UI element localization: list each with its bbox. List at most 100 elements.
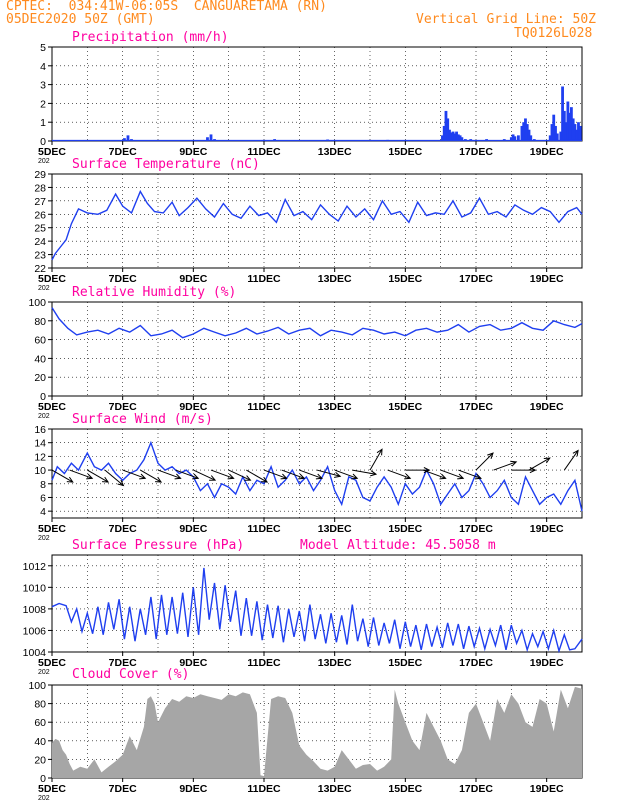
x-tick-label: 13DEC: [318, 523, 352, 535]
y-tick-label: 25: [34, 223, 46, 235]
header-line-1: CPTEC: 034:41W-06:05S CANGUARETAMA (RN): [6, 0, 327, 14]
y-tick-label: 40: [34, 353, 46, 365]
wind-vector: [175, 469, 199, 479]
wind-vector: [458, 469, 482, 479]
y-tick-label: 16: [34, 424, 46, 436]
series-line: [51, 440, 583, 512]
wind-vector-head: [174, 473, 182, 480]
wind-vector: [422, 469, 446, 479]
y-tick-label: 0: [40, 773, 46, 785]
wind-vector-head: [244, 475, 252, 481]
wind-vector-head: [510, 460, 518, 467]
y-tick-label: 10: [34, 465, 46, 477]
wind-vector-head: [280, 473, 288, 480]
wind-vector-head: [102, 476, 110, 483]
y-tick-label: 5: [40, 42, 46, 54]
wind-vector-head: [487, 452, 494, 459]
wind-vector: [51, 469, 74, 483]
wind-vector: [528, 457, 551, 471]
wind-vector-head: [298, 473, 306, 480]
y-tick-label: 1004: [23, 647, 47, 659]
x-tick-label: 7DEC: [109, 657, 137, 669]
x-tick-label: 11DEC: [247, 273, 281, 285]
precip-bar: [517, 135, 520, 141]
y-tick-label: 1010: [23, 582, 47, 594]
wind-vector-head: [474, 473, 482, 480]
y-tick-label: 3: [40, 80, 46, 92]
year-stub-label: 202: [38, 535, 50, 542]
x-tick-label: 15DEC: [388, 657, 422, 669]
model-altitude-note: Model Altitude: 45.5058 m: [300, 538, 496, 553]
precip-bar: [446, 118, 450, 141]
wind-vector: [122, 469, 146, 479]
x-tick-label: 13DEC: [318, 783, 352, 795]
x-tick-label: 19DEC: [530, 523, 564, 535]
precip-bar: [566, 101, 570, 141]
wind-vector: [281, 469, 305, 479]
y-tick-label: 26: [34, 209, 46, 221]
panel-frame: [51, 554, 583, 653]
wind-vector: [246, 469, 268, 483]
wind-vector-head: [155, 476, 163, 483]
wind-vector: [263, 469, 287, 479]
x-tick-label: 7DEC: [109, 523, 137, 535]
wind-vector: [352, 469, 377, 475]
x-tick-label: 9DEC: [179, 273, 207, 285]
x-tick-label: 7DEC: [109, 273, 137, 285]
wind-vector-head: [423, 467, 431, 474]
y-tick-label: 4: [40, 506, 46, 518]
precip-bar: [564, 122, 568, 141]
wind-vector-head: [572, 449, 579, 457]
year-stub-label: 202: [38, 795, 50, 800]
y-tick-label: 20: [34, 754, 46, 766]
precip-bar: [513, 136, 517, 141]
x-tick-label: 15DEC: [388, 273, 422, 285]
precip-bar: [444, 110, 448, 141]
wind-vector-head: [315, 473, 323, 480]
panel-title: Surface Wind (m/s): [72, 412, 213, 427]
wind-vector: [210, 469, 234, 479]
panel-frame: [51, 301, 583, 397]
wind-vector-head: [543, 457, 551, 464]
wind-vector-head: [227, 473, 235, 480]
y-tick-label: 1006: [23, 625, 47, 637]
y-tick-label: 60: [34, 717, 46, 729]
series-line: [51, 189, 583, 261]
x-tick-label: 15DEC: [388, 783, 422, 795]
year-stub-label: 202: [38, 158, 50, 165]
x-tick-label: 17DEC: [459, 146, 493, 158]
wind-vector: [140, 469, 162, 483]
wind-vector-head: [139, 473, 147, 480]
y-tick-label: 1012: [23, 561, 47, 573]
y-tick-label: 6: [40, 492, 46, 504]
y-tick-label: 2: [40, 98, 46, 110]
x-tick-label: 13DEC: [318, 146, 352, 158]
y-tick-label: 14: [34, 438, 46, 450]
precip-bar: [511, 134, 515, 141]
panel-title: Surface Temperature (nC): [72, 157, 260, 172]
x-tick-label: 19DEC: [530, 657, 564, 669]
x-tick-label: 15DEC: [388, 146, 422, 158]
x-tick-label: 5DEC: [38, 783, 66, 795]
y-tick-label: 4: [40, 61, 46, 73]
x-tick-label: 7DEC: [109, 783, 137, 795]
wind-vector-head: [404, 473, 412, 480]
x-tick-label: 9DEC: [179, 523, 207, 535]
wind-vector: [475, 452, 494, 471]
series-line: [51, 307, 583, 339]
header-grid-note: Vertical Grid Line: 50Z: [416, 12, 597, 27]
precip-bar: [568, 112, 572, 141]
precip-bar: [448, 129, 451, 141]
precip-bar: [552, 114, 556, 141]
precip-bar: [554, 125, 557, 141]
x-tick-label: 9DEC: [179, 146, 207, 158]
y-tick-label: 29: [34, 169, 46, 181]
x-tick-label: 5DEC: [38, 401, 66, 413]
y-tick-label: 80: [34, 699, 46, 711]
x-tick-label: 13DEC: [318, 657, 352, 669]
y-tick-label: 0: [40, 136, 46, 148]
header-init-date: 05DEC2020 50Z (GMT): [6, 12, 155, 27]
precip-bar: [209, 134, 213, 141]
x-tick-label: 17DEC: [459, 783, 493, 795]
x-tick-label: 17DEC: [459, 273, 493, 285]
